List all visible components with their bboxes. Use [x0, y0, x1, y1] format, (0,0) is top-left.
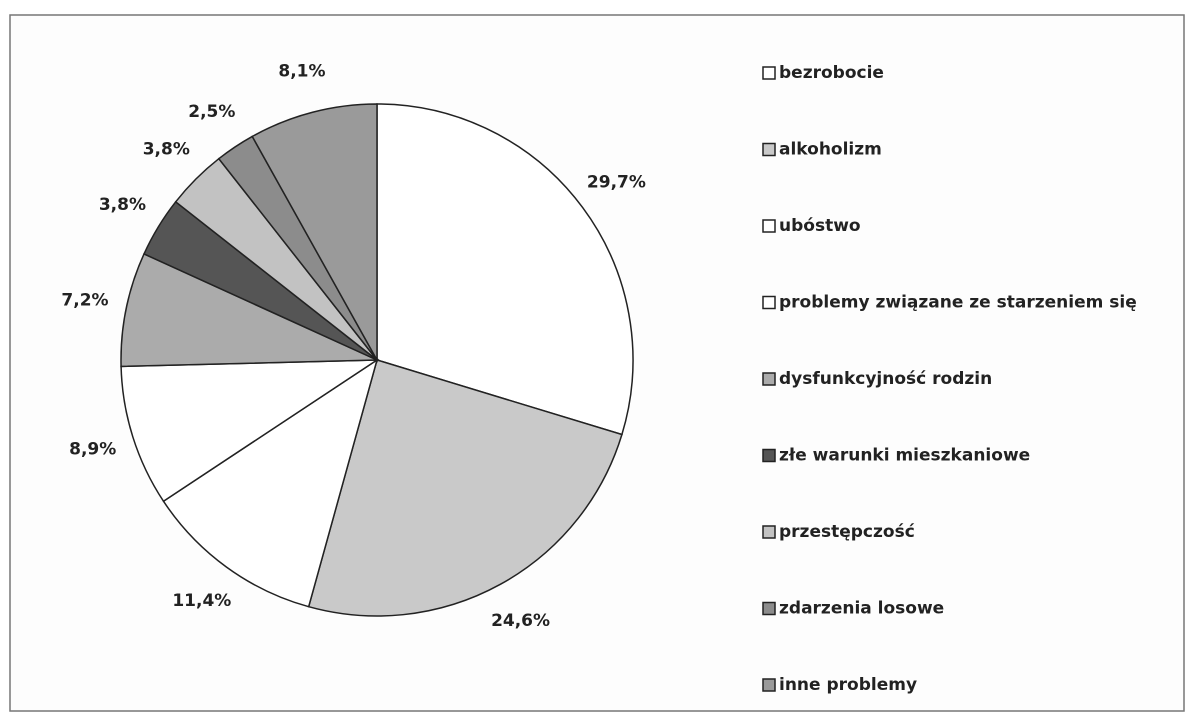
legend-label: złe warunki mieszkaniowe	[779, 446, 1030, 466]
data-label: 8,9%	[69, 439, 116, 459]
legend-label: problemy związane ze starzeniem się	[779, 293, 1137, 313]
legend-swatch	[762, 601, 776, 616]
data-label: 29,7%	[587, 173, 646, 193]
pie-slice	[376, 103, 634, 436]
data-label: 8,1%	[278, 62, 325, 82]
legend-swatch	[762, 448, 776, 463]
legend-swatch	[762, 295, 776, 310]
legend-label: ubóstwo	[779, 216, 861, 236]
data-label: 2,5%	[188, 102, 235, 122]
legend-label: bezrobocie	[779, 63, 884, 83]
legend-swatch	[762, 219, 776, 233]
pie-slice	[307, 359, 623, 617]
legend-label: dysfunkcyjność rodzin	[779, 369, 992, 389]
legend-swatch	[762, 66, 776, 80]
pie-slice	[162, 358, 379, 608]
data-label: 24,6%	[491, 611, 550, 631]
data-label: 7,2%	[61, 290, 108, 310]
data-label: 3,8%	[99, 195, 146, 215]
legend-label: inne problemy	[779, 675, 917, 695]
legend-label: przestępczość	[779, 522, 915, 542]
legend-swatch	[762, 525, 776, 539]
pie-slice	[120, 359, 380, 503]
data-label: 3,8%	[143, 139, 190, 159]
legend-swatch	[762, 142, 776, 157]
legend-swatch	[762, 678, 776, 692]
legend-label: zdarzenia losowe	[779, 599, 944, 619]
legend-swatch	[762, 372, 776, 386]
pie-slice	[120, 252, 378, 368]
data-label: 11,4%	[172, 591, 231, 611]
pie-slice	[251, 103, 378, 363]
legend-label: alkoholizm	[779, 140, 882, 160]
